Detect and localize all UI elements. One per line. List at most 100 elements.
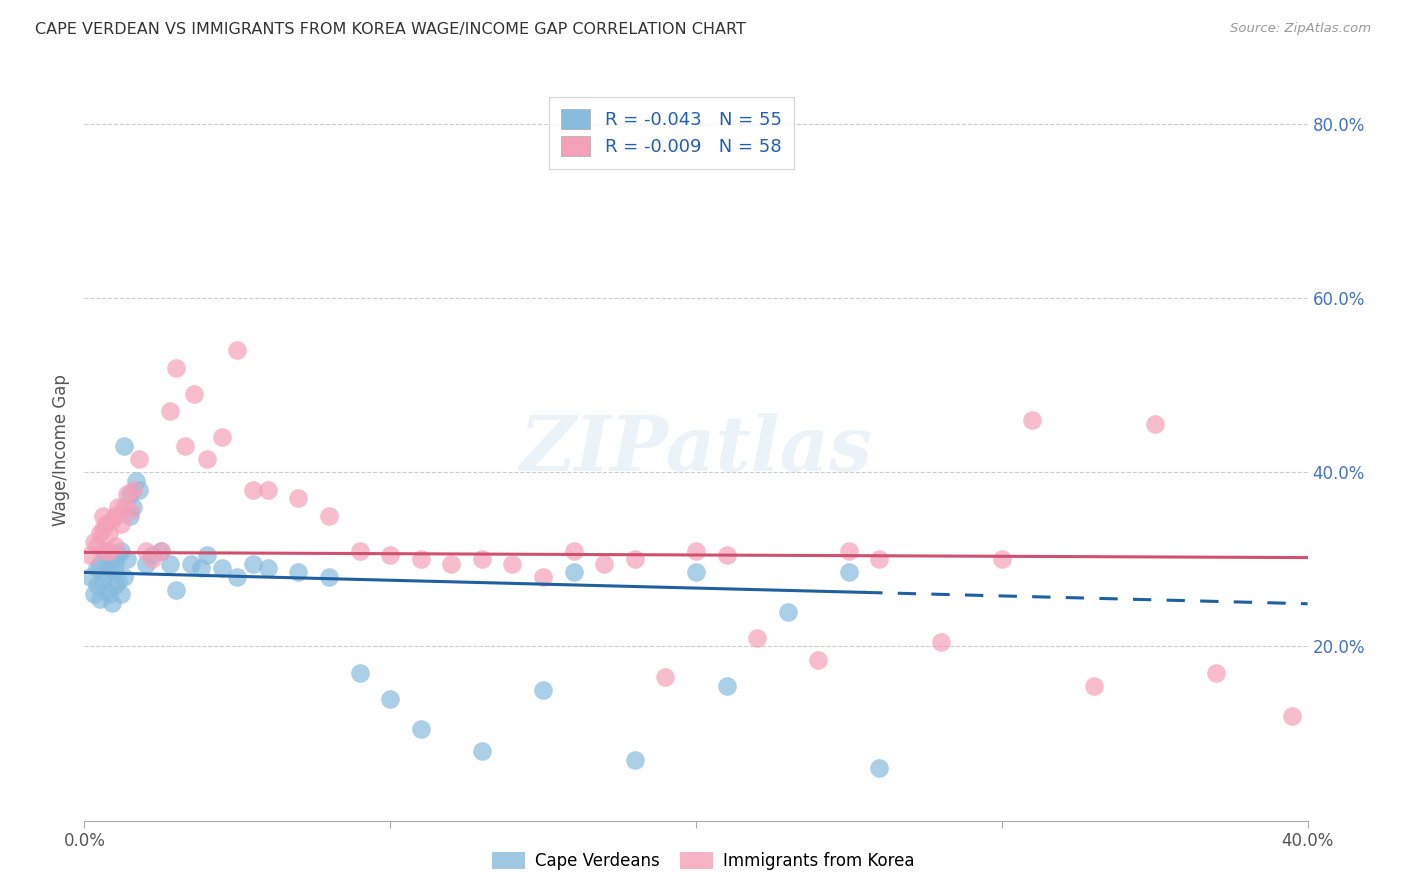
Point [183, 387, 205, 401]
Point [83, 535, 105, 549]
Point [107, 500, 129, 514]
Point [135, 543, 157, 558]
Point [79, 570, 101, 584]
Point [97, 526, 120, 541]
Point [685, 566, 707, 580]
Point [94, 582, 117, 597]
Point [180, 557, 202, 571]
Point [141, 548, 163, 562]
Point [94, 517, 117, 532]
Point [112, 500, 135, 514]
Point [211, 561, 233, 575]
Point [747, 631, 769, 645]
Point [107, 548, 129, 562]
Point [97, 561, 120, 575]
Point [149, 543, 172, 558]
Point [159, 557, 181, 571]
Point [869, 761, 891, 775]
Point [115, 552, 138, 566]
Point [562, 566, 585, 580]
Point [195, 452, 218, 467]
Point [149, 543, 172, 558]
Point [110, 587, 132, 601]
Point [287, 491, 309, 506]
Point [562, 543, 585, 558]
Point [380, 691, 402, 706]
Point [83, 587, 105, 601]
Point [685, 543, 707, 558]
Point [929, 635, 952, 649]
Point [104, 566, 127, 580]
Point [165, 582, 187, 597]
Point [107, 574, 129, 588]
Point [122, 483, 145, 497]
Point [79, 548, 101, 562]
Point [624, 552, 647, 566]
Point [318, 570, 340, 584]
Point [174, 439, 197, 453]
Point [991, 552, 1014, 566]
Point [195, 548, 218, 562]
Point [101, 513, 124, 527]
Point [89, 557, 111, 571]
Point [112, 439, 135, 453]
Point [502, 557, 524, 571]
Point [104, 557, 127, 571]
Point [380, 548, 402, 562]
Point [409, 552, 432, 566]
Point [91, 543, 114, 558]
Point [91, 574, 114, 588]
Point [1205, 665, 1227, 680]
Point [104, 578, 127, 592]
Point [242, 483, 264, 497]
Point [349, 665, 371, 680]
Point [94, 566, 117, 580]
Point [1143, 417, 1166, 432]
Point [440, 557, 463, 571]
Text: ZIPatlas: ZIPatlas [519, 414, 873, 487]
Point [838, 543, 860, 558]
Point [190, 561, 212, 575]
Point [531, 683, 554, 698]
Point [97, 543, 120, 558]
Point [122, 500, 145, 514]
Point [86, 578, 108, 592]
Point [624, 753, 647, 767]
Point [257, 483, 280, 497]
Point [593, 557, 616, 571]
Point [1281, 709, 1303, 723]
Point [165, 360, 187, 375]
Point [91, 508, 114, 523]
Point [776, 605, 799, 619]
Point [128, 483, 150, 497]
Point [125, 474, 148, 488]
Point [409, 722, 432, 736]
Point [104, 508, 127, 523]
Point [716, 679, 738, 693]
Point [531, 570, 554, 584]
Point [654, 670, 676, 684]
Point [94, 543, 117, 558]
Point [159, 404, 181, 418]
Point [869, 552, 891, 566]
Point [349, 543, 371, 558]
Point [101, 552, 124, 566]
Point [120, 508, 142, 523]
Point [318, 508, 340, 523]
Point [120, 487, 142, 501]
Point [110, 517, 132, 532]
Point [807, 652, 830, 666]
Point [89, 591, 111, 606]
Point [120, 504, 142, 518]
Point [86, 539, 108, 553]
Point [838, 566, 860, 580]
Point [86, 561, 108, 575]
Point [135, 557, 157, 571]
Text: Source: ZipAtlas.com: Source: ZipAtlas.com [1230, 22, 1371, 36]
Point [226, 343, 249, 358]
Point [1021, 413, 1043, 427]
Point [287, 566, 309, 580]
Point [141, 552, 163, 566]
Point [226, 570, 249, 584]
Point [97, 587, 120, 601]
